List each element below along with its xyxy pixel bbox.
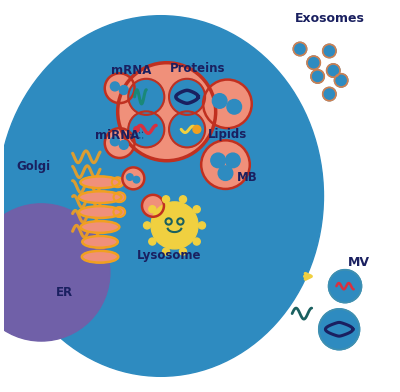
Circle shape <box>122 167 144 189</box>
Text: MB: MB <box>237 171 258 184</box>
Circle shape <box>311 70 324 83</box>
Ellipse shape <box>80 176 120 188</box>
Ellipse shape <box>79 206 121 218</box>
Text: Golgi: Golgi <box>16 160 50 173</box>
Circle shape <box>226 153 240 168</box>
Ellipse shape <box>82 251 118 263</box>
Circle shape <box>212 94 227 108</box>
Text: ER: ER <box>56 285 73 299</box>
Ellipse shape <box>112 177 124 187</box>
Circle shape <box>198 222 206 229</box>
Circle shape <box>128 79 164 115</box>
Ellipse shape <box>81 221 119 233</box>
Text: Exosomes: Exosomes <box>294 12 364 25</box>
Ellipse shape <box>79 191 121 203</box>
Circle shape <box>201 140 250 189</box>
Text: Lipids: Lipids <box>208 127 247 141</box>
Ellipse shape <box>0 16 324 376</box>
Circle shape <box>128 111 164 147</box>
Circle shape <box>118 63 216 161</box>
Ellipse shape <box>114 192 125 202</box>
Circle shape <box>203 80 252 128</box>
Circle shape <box>142 195 164 217</box>
Text: Proteins: Proteins <box>170 62 226 75</box>
Circle shape <box>119 85 128 94</box>
Text: Lysosome: Lysosome <box>136 249 201 262</box>
Circle shape <box>328 270 362 303</box>
Circle shape <box>149 238 156 245</box>
Circle shape <box>211 153 226 168</box>
Circle shape <box>327 64 340 77</box>
Circle shape <box>126 174 133 180</box>
Circle shape <box>105 73 134 103</box>
Circle shape <box>323 87 336 101</box>
Text: mRNA: mRNA <box>111 64 152 77</box>
Circle shape <box>218 166 233 180</box>
Ellipse shape <box>113 207 125 217</box>
Circle shape <box>144 222 151 229</box>
Circle shape <box>180 196 186 203</box>
Circle shape <box>110 137 119 146</box>
Circle shape <box>105 128 134 158</box>
Circle shape <box>227 100 242 114</box>
Circle shape <box>133 176 140 183</box>
Circle shape <box>162 248 170 255</box>
Circle shape <box>293 42 307 56</box>
Circle shape <box>334 74 348 87</box>
Text: miRNA: miRNA <box>95 129 139 142</box>
Circle shape <box>151 202 198 249</box>
Circle shape <box>307 56 320 69</box>
Circle shape <box>319 309 360 350</box>
Circle shape <box>119 140 128 149</box>
Circle shape <box>149 206 156 213</box>
Circle shape <box>169 111 205 147</box>
Circle shape <box>0 204 110 341</box>
Circle shape <box>193 125 201 133</box>
Text: MV: MV <box>348 256 370 269</box>
Circle shape <box>162 196 170 203</box>
Circle shape <box>169 79 205 115</box>
Circle shape <box>193 206 200 213</box>
Circle shape <box>180 248 186 255</box>
Circle shape <box>193 238 200 245</box>
Circle shape <box>110 82 119 91</box>
Circle shape <box>323 44 336 58</box>
Ellipse shape <box>82 236 118 248</box>
Circle shape <box>134 127 139 132</box>
